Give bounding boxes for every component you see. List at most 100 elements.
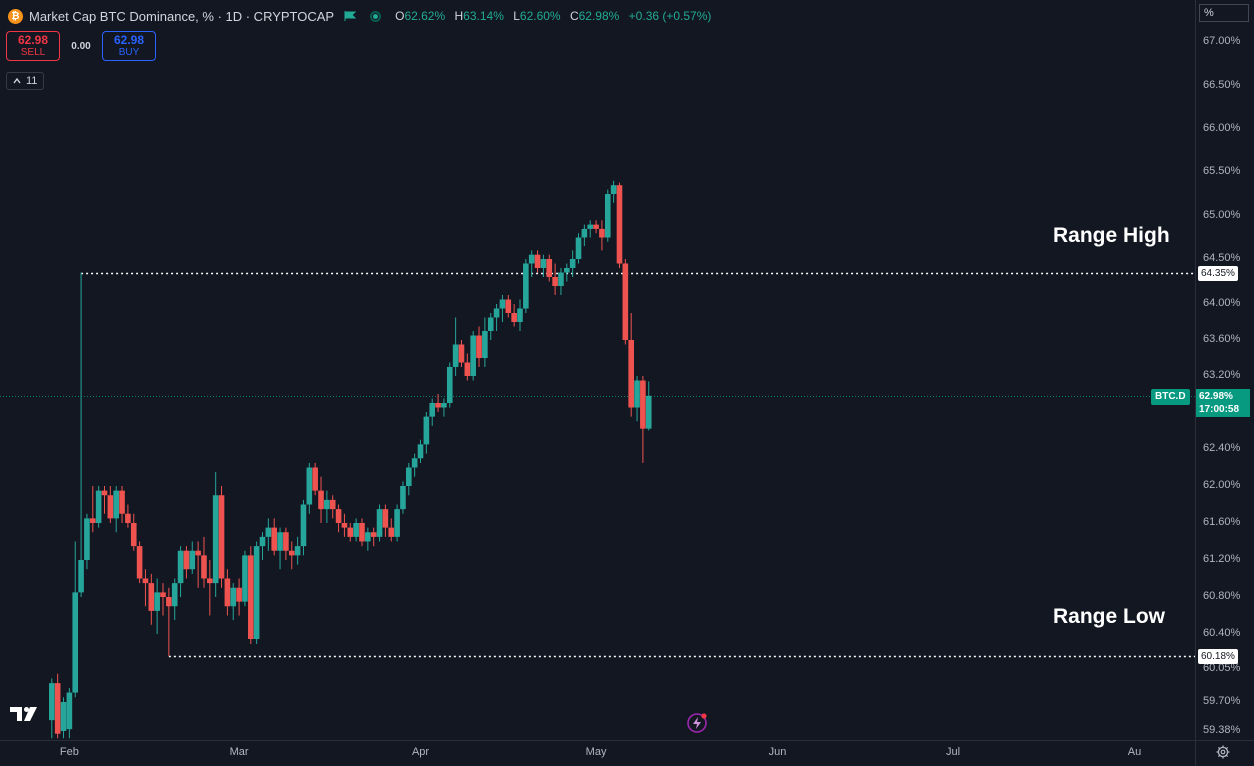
candle-down[interactable] — [458, 340, 465, 367]
candle-up[interactable] — [189, 541, 196, 574]
candle-up[interactable] — [417, 439, 424, 463]
candle-down[interactable] — [312, 462, 318, 496]
candle-down[interactable] — [616, 182, 623, 268]
sell-button[interactable]: 62.98 SELL — [6, 31, 60, 61]
candle-up[interactable] — [78, 272, 84, 598]
candle-up[interactable] — [324, 490, 330, 523]
candle-down[interactable] — [201, 536, 207, 588]
candle-up[interactable] — [482, 317, 488, 368]
candle-up[interactable] — [528, 250, 535, 277]
candle-down[interactable] — [183, 546, 190, 579]
candle-down[interactable] — [435, 394, 441, 412]
candle-up[interactable] — [353, 518, 359, 542]
lightning-icon[interactable] — [686, 712, 708, 734]
candle-down[interactable] — [546, 254, 553, 282]
flag-icon[interactable] — [344, 11, 357, 21]
candle-down[interactable] — [347, 523, 354, 542]
candle-down[interactable] — [160, 583, 166, 616]
candle-down[interactable] — [640, 376, 646, 463]
candle-down[interactable] — [283, 527, 289, 560]
candle-down[interactable] — [54, 673, 61, 739]
price-axis[interactable]: % 67.00% 66.50% 66.00% 65.50% 65.00% 64.50% 64… — [1195, 0, 1254, 740]
candle-up[interactable] — [177, 546, 184, 597]
candle-up[interactable] — [253, 541, 260, 645]
candle-up[interactable] — [171, 578, 178, 621]
candle-up[interactable] — [259, 532, 266, 560]
candle-down[interactable] — [329, 495, 336, 519]
candle-down[interactable] — [271, 518, 278, 556]
candle-up[interactable] — [517, 299, 523, 332]
candle-up[interactable] — [265, 518, 272, 551]
candle-down[interactable] — [125, 504, 131, 528]
candle-down[interactable] — [622, 259, 629, 345]
candle-up[interactable] — [365, 527, 371, 551]
candle-up[interactable] — [441, 398, 447, 417]
candle-up[interactable] — [523, 259, 529, 313]
candle-down[interactable] — [142, 569, 149, 607]
candle-up[interactable] — [300, 499, 307, 556]
candle-up[interactable] — [645, 381, 652, 431]
candle-down[interactable] — [534, 250, 541, 273]
candle-down[interactable] — [247, 546, 254, 644]
candle-down[interactable] — [593, 220, 599, 234]
candle-up[interactable] — [66, 687, 73, 739]
candle-down[interactable] — [552, 263, 558, 296]
candle-down[interactable] — [359, 518, 365, 547]
gear-icon[interactable] — [1216, 745, 1230, 759]
candle-down[interactable] — [341, 513, 348, 537]
candle-up[interactable] — [604, 189, 611, 242]
candle-up[interactable] — [575, 233, 582, 264]
candle-up[interactable] — [411, 453, 418, 477]
candle-up[interactable] — [634, 376, 640, 422]
candle-up[interactable] — [394, 504, 400, 542]
candle-up[interactable] — [499, 295, 506, 322]
candle-down[interactable] — [370, 527, 377, 547]
candle-up[interactable] — [581, 224, 588, 247]
candle-up[interactable] — [212, 472, 219, 597]
candle-down[interactable] — [207, 560, 213, 616]
candle-down[interactable] — [136, 541, 143, 584]
candle-up[interactable] — [400, 481, 406, 514]
candle-up[interactable] — [306, 462, 313, 514]
candle-down[interactable] — [511, 304, 517, 327]
buy-button[interactable]: 62.98 BUY — [102, 31, 156, 61]
candle-down[interactable] — [476, 326, 482, 368]
candle-up[interactable] — [470, 331, 476, 381]
candle-up[interactable] — [376, 504, 383, 542]
candle-down[interactable] — [148, 573, 155, 625]
candle-up[interactable] — [277, 527, 283, 570]
candle-up[interactable] — [113, 486, 119, 533]
candle-up[interactable] — [493, 304, 500, 331]
candle-down[interactable] — [101, 486, 108, 514]
indicators-toggle[interactable]: 11 — [6, 72, 45, 90]
candle-down[interactable] — [236, 578, 242, 616]
candle-up[interactable] — [423, 412, 430, 454]
candle-down[interactable] — [195, 541, 201, 588]
candle-down[interactable] — [505, 295, 512, 318]
candle-up[interactable] — [564, 263, 570, 282]
candle-up[interactable] — [406, 462, 412, 496]
candle-up[interactable] — [294, 536, 301, 565]
candle-down[interactable] — [107, 486, 114, 523]
candle-up[interactable] — [84, 513, 90, 570]
candle-down[interactable] — [388, 518, 395, 542]
candle-up[interactable] — [487, 313, 494, 340]
candle-up[interactable] — [558, 268, 564, 295]
candle-down[interactable] — [382, 504, 389, 537]
candle-up[interactable] — [49, 678, 55, 739]
candle-up[interactable] — [446, 362, 453, 408]
candle-down[interactable] — [628, 313, 634, 417]
range-low-annotation[interactable]: Range Low — [1053, 605, 1166, 628]
candle-down[interactable] — [318, 476, 324, 523]
candle-up[interactable] — [452, 317, 459, 377]
candle-down[interactable] — [464, 353, 471, 381]
candle-up[interactable] — [154, 578, 160, 635]
unit-selector[interactable]: % — [1199, 4, 1249, 22]
candle-up[interactable] — [230, 583, 237, 621]
candle-down[interactable] — [119, 486, 125, 523]
candle-down[interactable] — [89, 486, 96, 533]
candle-up[interactable] — [569, 250, 576, 277]
candle-up[interactable] — [60, 697, 67, 739]
candlestick-plot[interactable] — [0, 0, 1195, 740]
candle-up[interactable] — [72, 541, 79, 698]
